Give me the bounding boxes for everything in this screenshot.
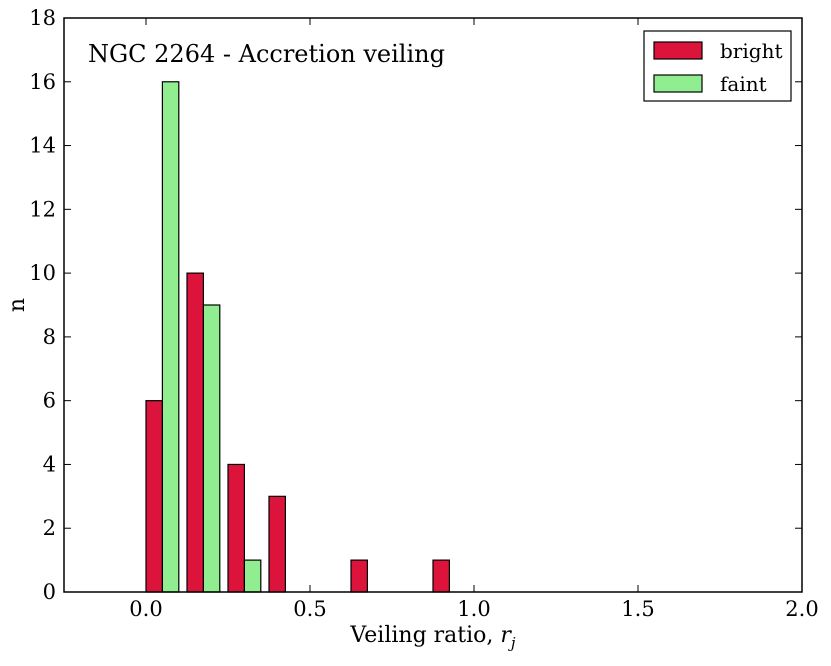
- bar-bright: [145, 400, 163, 593]
- x-tick-label: 1.0: [457, 597, 490, 621]
- y-tick-label: 16: [29, 70, 56, 94]
- legend-swatch-bright: [653, 41, 703, 60]
- x-axis-label: Veiling ratio, rj: [349, 623, 516, 652]
- x-tick-label: 0.5: [293, 597, 326, 621]
- legend: bright faint: [643, 30, 792, 102]
- y-tick-label: 14: [29, 134, 56, 158]
- x-tick-label: 2.0: [785, 597, 818, 621]
- bar-bright: [227, 463, 245, 593]
- y-tick-label: 2: [43, 516, 56, 540]
- bar-bright: [186, 272, 204, 593]
- bar-bright: [432, 559, 450, 593]
- ticks-layer: 0.0 0.5 1.0 1.5 2.0 0 2 4 6 8 10 12 14 16 18: [29, 6, 818, 621]
- y-axis-label: n: [5, 298, 30, 312]
- legend-label-faint: faint: [720, 72, 767, 96]
- bar-bright: [268, 495, 286, 593]
- y-tick-label: 8: [43, 325, 56, 349]
- bar-faint: [243, 559, 262, 593]
- x-tick-label: 0.0: [129, 597, 162, 621]
- bars-layer: [145, 81, 450, 593]
- bar-faint: [161, 81, 180, 593]
- y-tick-label: 4: [43, 452, 56, 476]
- y-tick-label: 12: [29, 197, 56, 221]
- y-tick-label: 0: [43, 580, 56, 604]
- x-tick-label: 1.5: [621, 597, 654, 621]
- x-axis-label-text: Veiling ratio,: [349, 623, 500, 648]
- y-tick-label: 10: [29, 261, 56, 285]
- legend-label-bright: bright: [720, 39, 782, 63]
- bar-bright: [350, 559, 368, 593]
- y-tick-label: 18: [29, 6, 56, 30]
- bar-faint: [202, 304, 221, 593]
- x-axis-label-subscript: j: [508, 634, 516, 652]
- legend-swatch-faint: [653, 74, 703, 93]
- y-tick-label: 6: [43, 389, 56, 413]
- chart-title: NGC 2264 - Accretion veiling: [88, 40, 445, 68]
- plot-frame: [63, 17, 803, 593]
- x-axis-label-symbol: r: [500, 623, 512, 648]
